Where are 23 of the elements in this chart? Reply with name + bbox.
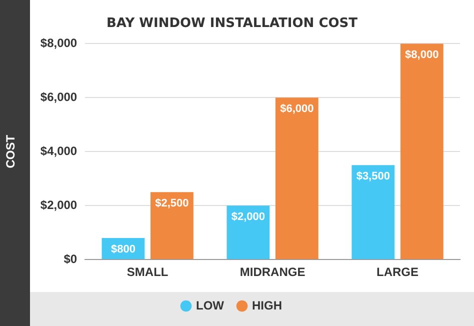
data-label: $3,500 xyxy=(356,170,390,183)
data-label: $8,000 xyxy=(405,49,439,62)
data-label: $2,000 xyxy=(231,211,266,224)
chart-title: BAY WINDOW INSTALLATION COST xyxy=(106,16,358,32)
x-tick-label: LARGE xyxy=(376,265,419,280)
legend-label: LOW xyxy=(196,298,225,312)
y-tick-label: $2,000 xyxy=(40,198,78,212)
y-tick-label: $8,000 xyxy=(40,36,78,50)
bar xyxy=(352,165,395,260)
data-label: $2,500 xyxy=(155,198,189,210)
data-label: $6,000 xyxy=(280,103,314,116)
x-tick-label: SMALL xyxy=(126,265,168,280)
data-label: $800 xyxy=(110,244,136,256)
y-tick-label: $6,000 xyxy=(40,90,78,104)
y-tick-label: $4,000 xyxy=(40,144,78,158)
y-axis-title: COST xyxy=(4,134,18,168)
bar xyxy=(400,44,444,260)
bar xyxy=(275,98,318,260)
x-tick-label: MIDRANGE xyxy=(240,265,306,280)
bar xyxy=(150,192,194,260)
legend-label: HIGH xyxy=(252,298,282,312)
bar xyxy=(226,206,270,260)
y-tick-label: $0 xyxy=(64,252,78,266)
